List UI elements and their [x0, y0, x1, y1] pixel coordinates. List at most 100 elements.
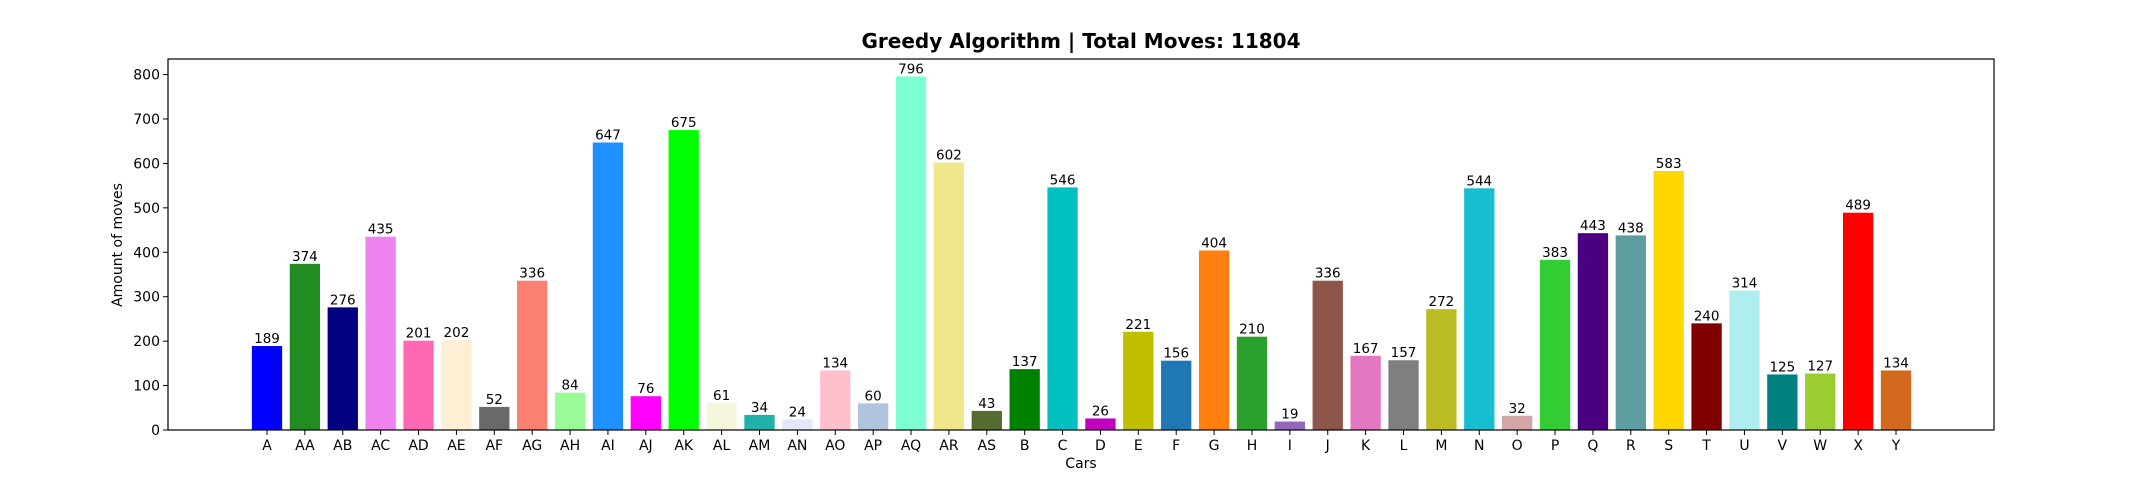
x-tick-label: AB [333, 438, 352, 454]
bar-r [1615, 235, 1646, 430]
bar-value-label: 127 [1807, 359, 1833, 375]
bar-x [1842, 212, 1874, 430]
bars: 189 374 276 435 201 202 52 336 84 647 76 675 61 34 24 1… [251, 61, 1912, 431]
bar-value-label: 156 [1163, 346, 1189, 362]
bar-p [1539, 259, 1571, 430]
y-tick-label: 600 [133, 156, 160, 172]
bar-as [971, 410, 1002, 430]
bar-d [1085, 418, 1116, 430]
x-tick-label: T [1701, 438, 1711, 454]
y-axis: 0 100 200 300 400 500 600 700 800 [133, 68, 168, 439]
x-tick-label: J [1325, 438, 1330, 454]
y-tick-label: 400 [133, 245, 160, 261]
bar-value-label: 602 [936, 148, 962, 164]
bar-value-label: 314 [1732, 275, 1758, 291]
bar-value-label: 438 [1618, 220, 1644, 236]
x-tick-label: L [1400, 438, 1408, 454]
bar-value-label: 221 [1125, 317, 1151, 333]
y-tick-label: 100 [133, 379, 160, 395]
bar-al [706, 402, 737, 430]
bar-y [1880, 370, 1912, 430]
bar-value-label: 134 [1883, 355, 1909, 371]
bar-value-label: 544 [1466, 173, 1492, 189]
plot-frame [167, 58, 1995, 431]
y-axis-label: Amount of moves [110, 183, 126, 307]
bar-o [1502, 415, 1533, 430]
chart-title: Greedy Algorithm | Total Moves: 11804 [862, 29, 1301, 53]
x-tick-label: N [1474, 438, 1484, 454]
x-tick-label: AE [447, 438, 465, 454]
bar-value-label: 134 [822, 355, 848, 371]
x-tick-label: V [1778, 438, 1788, 454]
bar-g [1198, 250, 1230, 430]
x-tick-label: K [1361, 438, 1371, 454]
bar-value-label: 336 [1315, 266, 1341, 282]
bar-value-label: 546 [1050, 172, 1076, 188]
bar-value-label: 43 [978, 396, 995, 412]
x-tick-label: E [1134, 438, 1143, 454]
bar-value-label: 202 [444, 325, 470, 341]
bar-value-label: 435 [368, 222, 394, 238]
bar-u [1729, 290, 1760, 430]
bar-value-label: 583 [1656, 156, 1682, 172]
bar-aa [289, 263, 321, 430]
y-tick-label: 700 [133, 112, 160, 128]
bar-ah [554, 392, 586, 430]
x-tick-label: AN [787, 438, 807, 454]
y-tick-label: 200 [133, 334, 160, 350]
x-tick-label: AI [601, 438, 615, 454]
y-tick-label: 800 [133, 68, 160, 84]
x-tick-label: AH [560, 438, 580, 454]
bar-b [1009, 369, 1040, 430]
bar-value-label: 404 [1201, 235, 1227, 251]
bar-value-label: 272 [1429, 294, 1455, 310]
bar-value-label: 489 [1845, 198, 1871, 214]
x-tick-label: M [1435, 438, 1447, 454]
bar-value-label: 383 [1542, 245, 1568, 261]
bar-value-label: 374 [292, 249, 318, 265]
bar-j [1312, 280, 1343, 430]
bar-s [1653, 170, 1684, 430]
bar-k [1350, 355, 1381, 430]
bar-value-label: 167 [1353, 341, 1379, 357]
bar-ai [592, 142, 624, 431]
x-tick-label: AO [825, 438, 845, 454]
bar-value-label: 336 [519, 266, 545, 282]
x-tick-label: F [1172, 438, 1180, 454]
bar-aj [630, 396, 661, 430]
bar-value-label: 61 [713, 388, 730, 404]
bar-w [1805, 373, 1836, 430]
bar-ar [933, 162, 965, 431]
x-tick-label: S [1664, 438, 1673, 454]
bar-l [1388, 360, 1419, 430]
x-tick-label: R [1626, 438, 1636, 454]
bar-value-label: 201 [406, 326, 432, 342]
bar-c [1047, 187, 1078, 430]
x-tick-label: O [1512, 438, 1523, 454]
y-tick-label: 0 [151, 423, 160, 439]
x-tick-label: AA [295, 438, 315, 454]
bar-value-label: 189 [254, 331, 280, 347]
bar-v [1767, 374, 1798, 430]
bar-value-label: 125 [1769, 359, 1795, 375]
bar-value-label: 137 [1012, 354, 1038, 370]
bar-af [479, 406, 510, 430]
x-tick-label: AL [713, 438, 731, 454]
bar-ac [365, 236, 396, 430]
x-tick-label: I [1288, 438, 1292, 454]
bar-value-label: 443 [1580, 218, 1606, 234]
bar-ae [441, 340, 472, 430]
bar-ak [668, 130, 699, 430]
bar-value-label: 157 [1391, 345, 1417, 361]
bar-value-label: 60 [865, 388, 882, 404]
x-tick-label: U [1739, 438, 1749, 454]
bar-value-label: 210 [1239, 322, 1265, 338]
bar-value-label: 647 [595, 128, 621, 144]
bar-ab [327, 307, 358, 430]
x-tick-label: AK [674, 438, 694, 454]
bar-value-label: 26 [1092, 403, 1109, 419]
x-tick-label: C [1058, 438, 1068, 454]
x-tick-label: AQ [901, 438, 921, 454]
